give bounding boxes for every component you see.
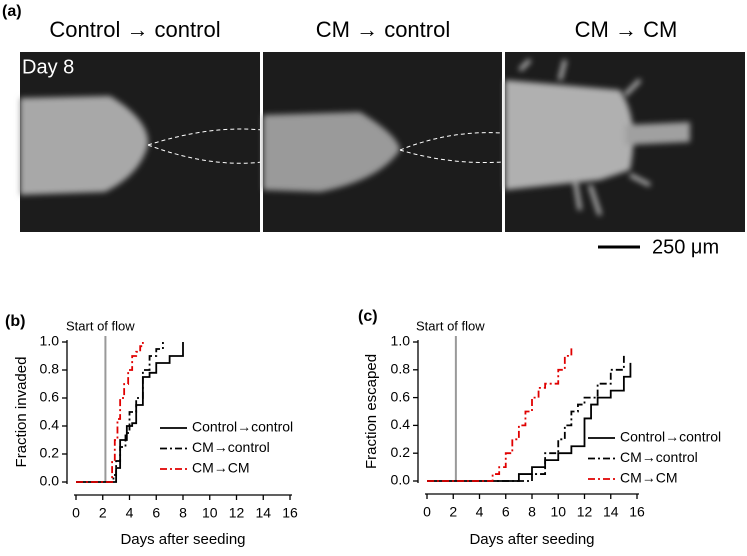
x-tick-label: 6 [152,505,160,521]
series-line [76,342,164,483]
legend-label: Control→control [620,429,721,445]
x-tick-label: 16 [629,504,645,520]
annotation: Start of flow [416,318,485,333]
y-tick-label: 0.2 [391,444,411,460]
x-tick-label: 2 [99,505,107,521]
y-tick-label: 1.0 [391,333,411,349]
series-line [427,362,632,482]
x-tick-label: 14 [255,505,271,521]
y-axis-label: Fraction invaded [13,357,30,468]
x-tick-label: 16 [282,505,298,521]
panel-label: (c) [358,308,378,325]
panel-label: (b) [5,313,25,330]
x-tick-label: 10 [202,505,218,521]
y-tick-label: 0.6 [40,389,60,405]
y-tick-label: 0.4 [391,416,411,432]
image-title: Control → control [49,17,220,42]
x-tick-label: 14 [603,504,619,520]
y-tick-label: 0.6 [391,388,411,404]
series-line [427,346,573,482]
y-tick-label: 0.0 [391,472,411,488]
y-tick-label: 0.4 [40,417,60,433]
legend-label: CM→CM [192,460,250,476]
legend-label: Control→control [192,419,293,435]
x-tick-label: 8 [528,504,536,520]
x-tick-label: 0 [423,504,431,520]
x-tick-label: 0 [72,505,80,521]
y-tick-label: 0.8 [391,361,411,377]
y-axis-label: Fraction escaped [363,354,380,469]
image-title: CM → CM [575,17,678,42]
image-title: CM → control [316,17,450,42]
x-tick-label: 4 [476,504,484,520]
series-line [427,355,625,482]
x-axis-label: Days after seeding [120,531,245,548]
scale-bar-label: 250 μm [652,236,719,258]
legend-label: CM→control [192,439,270,455]
x-tick-label: 10 [550,504,566,520]
x-tick-label: 2 [449,504,457,520]
panel-label: (a) [2,3,22,20]
x-axis-label: Days after seeding [469,531,594,548]
micrograph [263,52,503,232]
y-tick-label: 0.8 [40,361,60,377]
y-tick-label: 0.2 [40,445,60,461]
y-tick-label: 1.0 [40,333,60,349]
x-tick-label: 6 [502,504,510,520]
series-line [76,342,144,483]
day-label: Day 8 [22,56,74,78]
x-tick-label: 12 [577,504,593,520]
annotation: Start of flow [66,318,135,333]
legend-label: CM→control [620,449,698,465]
x-tick-label: 8 [179,505,187,521]
x-tick-label: 12 [229,505,245,521]
y-tick-label: 0.0 [40,473,60,489]
legend-label: CM→CM [620,470,678,486]
micrograph [505,52,745,232]
x-tick-label: 4 [126,505,134,521]
micrograph: Day 8 [20,52,263,232]
